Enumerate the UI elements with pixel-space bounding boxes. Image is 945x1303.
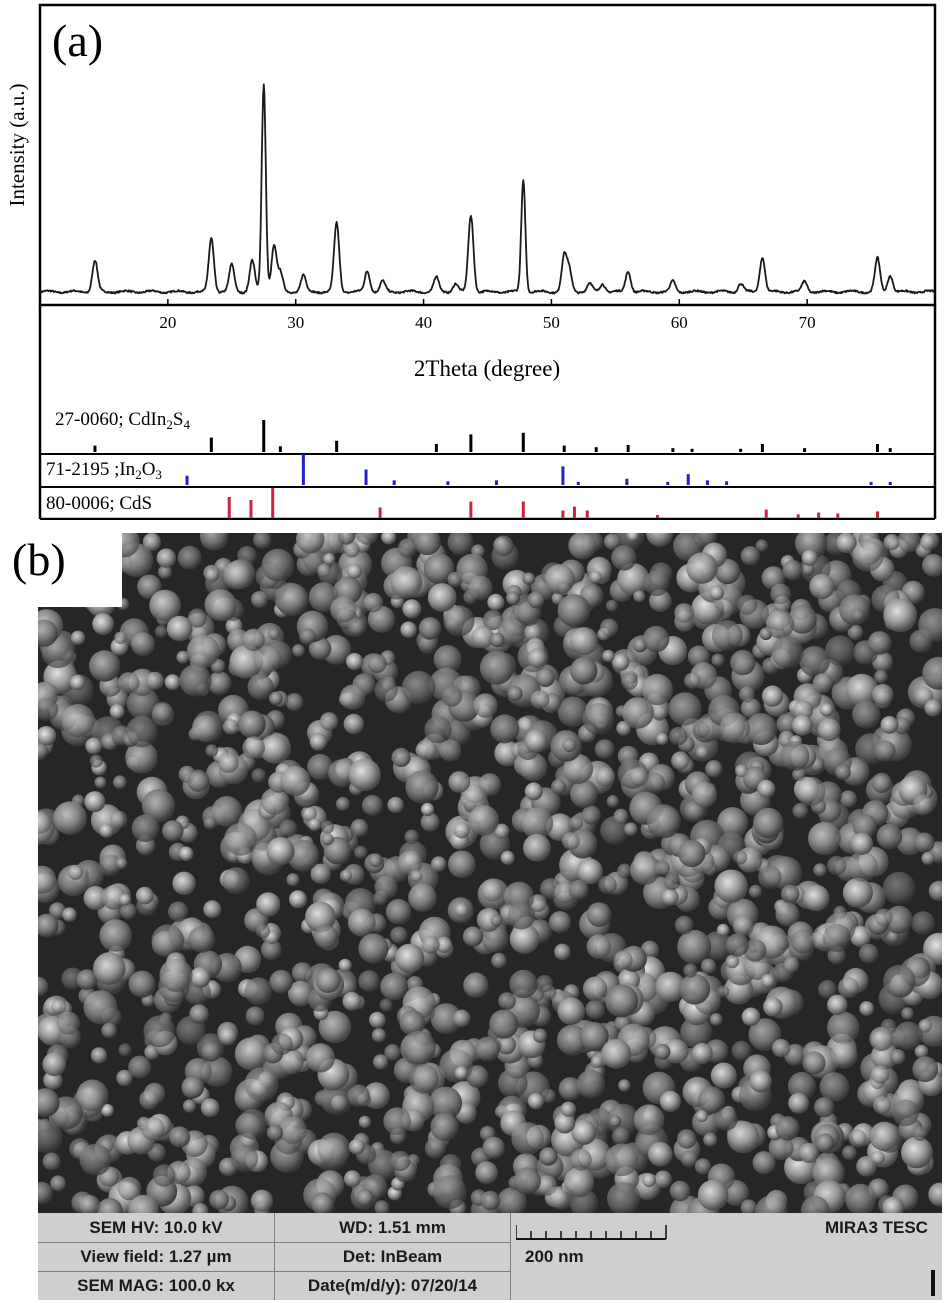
panel-a-label: (a): [52, 15, 104, 66]
scale-bar: [516, 1225, 667, 1240]
panel-b-label: (b): [12, 534, 66, 585]
subscript-4: 4: [183, 417, 190, 432]
reference-label-in2o3: 71-2195 ;In2O3: [46, 459, 162, 482]
element-s: S: [173, 409, 184, 430]
sem-hv: SEM HV: 10.0 kV: [38, 1213, 275, 1243]
subscript-2b: 2: [135, 467, 142, 482]
x-axis-label: 2Theta (degree): [414, 356, 560, 381]
subscript-3: 3: [155, 467, 162, 482]
y-axis-label: Intensity (a.u.): [5, 83, 29, 206]
xrd-pattern-line: [39, 83, 936, 295]
x-tick-label: 60: [671, 313, 688, 332]
reference-label-cds: 80-0006; CdS: [46, 493, 152, 514]
x-ticks: [167, 299, 808, 305]
xrd-chart: 20 30 40 50 60 70 2Theta (degree) Intensity (…: [5, 3, 937, 520]
reference-lines: [93, 420, 892, 518]
sem-mag: SEM MAG: 100.0 kx: [38, 1271, 275, 1300]
element-o: O: [142, 459, 156, 480]
sem-texture: [38, 533, 942, 1213]
panel-b-label-box: [0, 525, 122, 607]
reference-label-cdin2s4-text: 27-0060; CdIn: [55, 409, 167, 430]
reference-label-in2o3-text: 71-2195 ;In: [46, 459, 136, 480]
x-tick-labels: 20 30 40 50 60 70: [159, 313, 815, 332]
x-tick-label: 30: [287, 313, 304, 332]
sem-det: Det: InBeam: [275, 1242, 511, 1272]
sem-view-field: View field: 1.27 µm: [38, 1242, 275, 1272]
sem-wd: WD: 1.51 mm: [275, 1213, 511, 1243]
plot-frame: [38, 3, 937, 307]
sem-micrograph: [38, 533, 942, 1213]
sem-panel: (b) SEM HV: 10.0 kV WD: 1.51 mm View fie…: [0, 525, 945, 1303]
sem-date: Date(m/d/y): 07/20/14: [275, 1271, 511, 1300]
xrd-panel: 20 30 40 50 60 70 2Theta (degree) Intensity (…: [0, 0, 945, 520]
x-tick-label: 40: [415, 313, 432, 332]
scale-label: 200 nm: [525, 1247, 584, 1266]
sem-brand: MIRA3 TESC: [825, 1218, 928, 1237]
sem-marker: [931, 1270, 935, 1296]
subscript-2: 2: [166, 417, 173, 432]
reference-label-cdin2s4: 27-0060; CdIn2S4: [55, 409, 190, 432]
x-tick-label: 20: [159, 313, 176, 332]
x-tick-label: 70: [799, 313, 816, 332]
x-tick-label: 50: [543, 313, 560, 332]
sem-info-bar: SEM HV: 10.0 kV WD: 1.51 mm View field: …: [38, 1213, 942, 1300]
